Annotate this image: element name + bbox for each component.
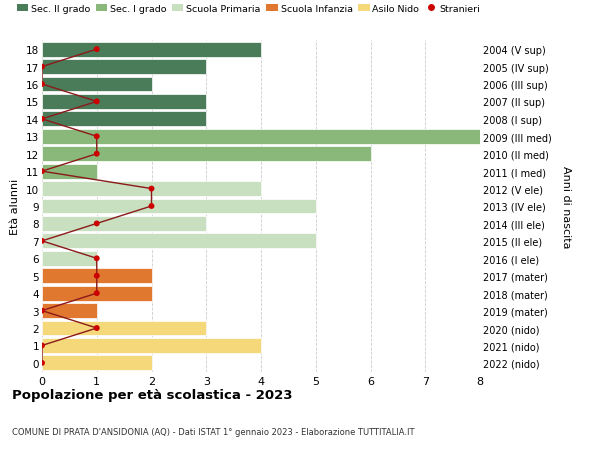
- Legend: Sec. II grado, Sec. I grado, Scuola Primaria, Scuola Infanzia, Asilo Nido, Stran: Sec. II grado, Sec. I grado, Scuola Prim…: [17, 5, 480, 14]
- Bar: [42, 129, 480, 145]
- Bar: [42, 78, 152, 92]
- Point: [92, 133, 101, 140]
- Point: [147, 203, 157, 210]
- Point: [92, 46, 101, 54]
- Point: [92, 273, 101, 280]
- Point: [37, 238, 47, 245]
- Point: [37, 342, 47, 349]
- Point: [37, 168, 47, 175]
- Bar: [42, 164, 97, 179]
- Point: [37, 359, 47, 367]
- Y-axis label: Anni di nascita: Anni di nascita: [561, 165, 571, 248]
- Bar: [42, 356, 152, 370]
- Text: Popolazione per età scolastica - 2023: Popolazione per età scolastica - 2023: [12, 388, 293, 401]
- Bar: [42, 112, 206, 127]
- Bar: [42, 199, 316, 214]
- Point: [92, 290, 101, 297]
- Point: [147, 185, 157, 193]
- Bar: [42, 321, 206, 336]
- Point: [92, 99, 101, 106]
- Point: [92, 255, 101, 263]
- Point: [37, 307, 47, 314]
- Bar: [42, 269, 152, 284]
- Bar: [42, 234, 316, 249]
- Point: [37, 64, 47, 71]
- Y-axis label: Età alunni: Età alunni: [10, 179, 20, 235]
- Text: COMUNE DI PRATA D'ANSIDONIA (AQ) - Dati ISTAT 1° gennaio 2023 - Elaborazione TUT: COMUNE DI PRATA D'ANSIDONIA (AQ) - Dati …: [12, 427, 415, 436]
- Bar: [42, 60, 206, 75]
- Bar: [42, 286, 152, 301]
- Point: [92, 220, 101, 228]
- Point: [37, 81, 47, 89]
- Bar: [42, 43, 261, 57]
- Bar: [42, 303, 97, 318]
- Point: [92, 325, 101, 332]
- Point: [92, 151, 101, 158]
- Bar: [42, 252, 97, 266]
- Bar: [42, 182, 261, 196]
- Bar: [42, 95, 206, 110]
- Bar: [42, 338, 261, 353]
- Bar: [42, 217, 206, 231]
- Bar: [42, 147, 371, 162]
- Point: [37, 116, 47, 123]
